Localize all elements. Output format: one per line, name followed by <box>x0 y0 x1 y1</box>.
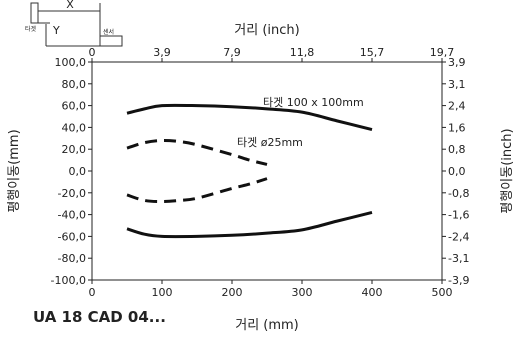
sensor-block <box>99 35 123 47</box>
y-tick-label: 80,0 <box>62 78 87 91</box>
y-tick-label-right: 0,0 <box>448 165 466 178</box>
x-axis-title-bottom: 거리 (mm) <box>235 318 299 333</box>
setup-diagram: X Y 타겟 센서 <box>25 0 123 47</box>
y-tick-label: -40,0 <box>58 209 86 222</box>
y-tick-label-right: 3,1 <box>448 78 466 91</box>
y-tick-label-right: -1,6 <box>448 209 469 222</box>
x-tick-label-top: 15,7 <box>360 46 385 59</box>
series-2-lower-line <box>126 177 268 204</box>
x-tick-label-top: 3,9 <box>153 46 171 59</box>
x-tick-label: 0 <box>89 286 96 299</box>
y-axis-title-left: 평행이동(mm) <box>6 129 22 212</box>
annotation-large-target: 타겟 100 x 100mm <box>263 96 364 109</box>
y-tick-label: -60,0 <box>58 230 86 243</box>
y-tick-label: 20,0 <box>62 143 87 156</box>
y-tick-label: -100,0 <box>51 274 86 287</box>
y-tick-label-right: -0,8 <box>448 187 469 200</box>
x-tick-label: 300 <box>292 286 313 299</box>
target-block <box>30 2 39 24</box>
x-tick-label-top: 0 <box>89 46 96 59</box>
annotation-small-target: 타겟 ø25mm <box>237 136 303 149</box>
y-tick-label: 40,0 <box>62 121 87 134</box>
x-tick-label: 500 <box>432 286 453 299</box>
series-1-lower-line <box>126 210 373 239</box>
x-tick-label: 400 <box>362 286 383 299</box>
model-name: UA 18 CAD 04... <box>33 308 166 326</box>
x-tick-label: 100 <box>152 286 173 299</box>
y-tick-label: -80,0 <box>58 252 86 265</box>
series-layer <box>126 103 373 239</box>
y-tick-label-right: 0,8 <box>448 143 466 156</box>
y-tick-label: 100,0 <box>55 56 87 69</box>
x-dim-label: X <box>66 0 74 11</box>
x-tick-label-top: 19,7 <box>430 46 455 59</box>
y-axis-title-right: 평행이동(inch) <box>499 128 515 213</box>
y-tick-label-right: -3,1 <box>448 252 469 265</box>
y-tick-label-right: 1,6 <box>448 121 466 134</box>
y-tick-label: 60,0 <box>62 100 87 113</box>
y-tick-label-right: -2,4 <box>448 230 469 243</box>
y-tick-label: -20,0 <box>58 187 86 200</box>
x-axis-title-top: 거리 (inch) <box>234 23 299 38</box>
series-2-upper-line <box>126 138 268 166</box>
x-tick-label: 200 <box>222 286 243 299</box>
x-tick-label-top: 7,9 <box>223 46 241 59</box>
y-tick-label-right: 2,4 <box>448 100 466 113</box>
tick-layer: 0 0 100 3,9 200 7,9 300 11,8 400 15,7 500 19,7 100,0… <box>51 46 470 299</box>
y-tick-label-right: -3,9 <box>448 274 469 287</box>
y-tick-label-right: 3,9 <box>448 56 466 69</box>
series-1-upper-line <box>126 103 373 132</box>
y-dim-label: Y <box>52 24 60 37</box>
sensor-label: 센서 <box>103 28 114 36</box>
axes <box>91 61 443 281</box>
y-tick-label: 0,0 <box>69 165 87 178</box>
target-label: 타겟 <box>25 25 37 33</box>
x-tick-label-top: 11,8 <box>290 46 315 59</box>
